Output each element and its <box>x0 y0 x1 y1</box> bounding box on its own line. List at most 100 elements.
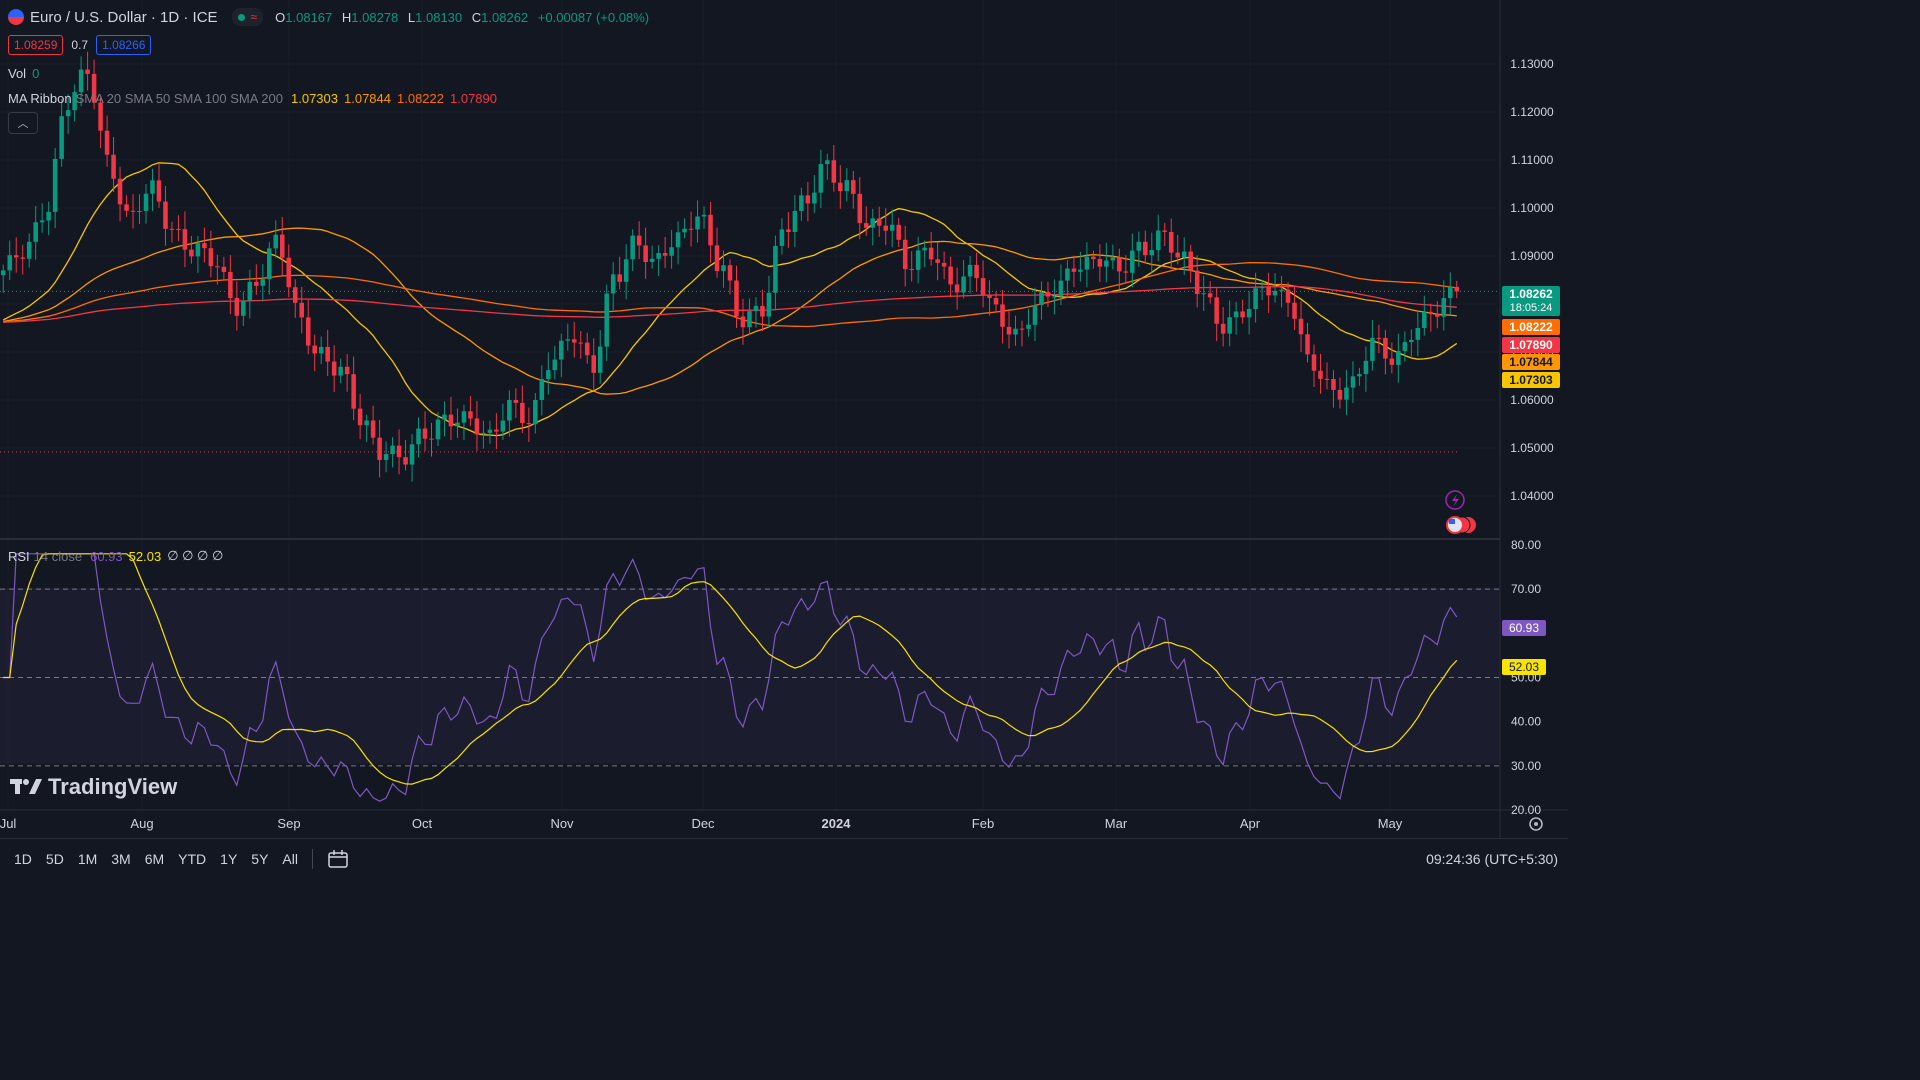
tradingview-logo[interactable]: TradingView <box>10 774 177 800</box>
candle <box>1441 280 1447 331</box>
rsi-band <box>0 588 1500 764</box>
market-status[interactable]: ≈ <box>231 8 264 26</box>
candle <box>682 218 687 239</box>
candle <box>902 225 908 287</box>
candle <box>52 147 58 229</box>
candle <box>163 186 168 246</box>
candle <box>234 281 240 331</box>
candle <box>974 252 979 292</box>
candle <box>494 413 499 450</box>
timeframe-all[interactable]: All <box>282 851 298 867</box>
price-tick: 1.09000 <box>1510 249 1554 263</box>
candle <box>831 145 837 192</box>
candle <box>1045 281 1051 308</box>
candle <box>805 181 811 222</box>
timeframe-3m[interactable]: 3M <box>111 851 131 867</box>
candle <box>513 388 519 418</box>
candle <box>552 345 558 380</box>
collapse-legend-button[interactable]: ︿ <box>8 112 38 134</box>
candle <box>150 168 155 211</box>
time-axis[interactable]: Jul Aug Sep Oct Nov Dec 2024 Feb Mar Apr May <box>0 816 1403 831</box>
candle <box>948 256 953 298</box>
bid-price[interactable]: 1.08259 <box>8 35 64 55</box>
timeframe-1m[interactable]: 1M <box>77 851 98 867</box>
calendar-date-range-icon[interactable] <box>327 849 349 869</box>
candle <box>792 195 798 248</box>
price-tick: 1.10000 <box>1510 201 1554 215</box>
candle <box>643 227 648 279</box>
timeframe-6m[interactable]: 6M <box>144 851 165 867</box>
time-tick: Mar <box>1105 816 1128 831</box>
time-tick: Oct <box>412 816 433 831</box>
ma-ribbon-values: 1.07303 1.07844 1.08222 1.07890 <box>291 91 503 106</box>
candle <box>1409 329 1414 357</box>
eu-us-flag-icon <box>8 9 24 25</box>
candle <box>1370 320 1375 371</box>
symbol-legend[interactable]: Euro / U.S. Dollar · 1D · ICE ≈ O1.08167… <box>8 8 655 26</box>
candle <box>1305 322 1310 363</box>
ma-value-0: 1.07303 <box>291 91 338 106</box>
candle <box>636 221 642 260</box>
candle <box>46 201 51 236</box>
candle <box>1117 248 1122 290</box>
candle <box>533 392 538 434</box>
candle <box>409 434 415 482</box>
candle <box>292 279 298 318</box>
rsi-legend[interactable]: RSI 14 close 60.93 52.03 ∅ ∅ ∅ ∅ <box>8 548 224 564</box>
candle <box>241 291 246 327</box>
candle <box>0 264 6 293</box>
timeframe-1d[interactable]: 1D <box>14 851 32 867</box>
candle <box>215 254 220 285</box>
candle <box>799 187 804 221</box>
timezone-clock[interactable]: 09:24:36 (UTC+5:30) <box>1426 851 1558 867</box>
candle <box>1058 264 1064 306</box>
candle <box>721 250 726 288</box>
ask-price[interactable]: 1.08266 <box>96 35 152 55</box>
candle <box>941 251 947 280</box>
candle <box>13 237 19 273</box>
ohlc-values: O1.08167 H1.08278 L1.08130 C1.08262 +0.0… <box>275 9 650 25</box>
symbol-title[interactable]: Euro / U.S. Dollar · 1D · ICE <box>30 8 218 26</box>
candle <box>91 59 97 110</box>
candle <box>189 235 194 264</box>
candle <box>1363 346 1369 392</box>
candle <box>455 408 460 439</box>
candle <box>137 194 142 225</box>
economic-events-flag-icon[interactable] <box>1446 516 1476 534</box>
rsi-level-lines <box>0 588 1500 767</box>
ma-ribbon-legend[interactable]: MA Ribbon SMA 20 SMA 50 SMA 100 SMA 200 … <box>8 91 503 106</box>
candle <box>1266 272 1271 313</box>
candle <box>630 229 635 271</box>
gear-icon[interactable] <box>1529 817 1543 831</box>
candle <box>370 405 376 445</box>
chart-canvas[interactable]: 1.130001.120001.110001.100001.090001.080… <box>0 0 1568 882</box>
candle <box>130 194 136 229</box>
candle <box>85 51 90 91</box>
candle <box>286 244 292 298</box>
timeframe-5y[interactable]: 5Y <box>251 851 269 867</box>
candle <box>701 206 707 229</box>
price-axis[interactable]: 1.130001.120001.110001.100001.090001.080… <box>1510 57 1554 503</box>
candle <box>7 240 13 281</box>
bottom-toolbar: 1D 5D 1M 3M 6M YTD 1Y 5Y All 09:24:36 (UTC+5:30) <box>0 838 1568 879</box>
timeframe-1y[interactable]: 1Y <box>220 851 238 867</box>
candle <box>1084 242 1090 288</box>
time-tick: Aug <box>130 816 153 831</box>
candle <box>928 232 934 266</box>
spread-value: 0.7 <box>71 38 89 52</box>
candle <box>65 94 71 134</box>
price-label-3: 1.07844 <box>1502 354 1560 370</box>
candle <box>863 206 869 236</box>
vol-legend[interactable]: Vol 0 <box>8 66 40 81</box>
candle <box>851 170 856 209</box>
candle <box>416 417 421 458</box>
lightning-icon[interactable] <box>1445 490 1465 510</box>
time-tick: Sep <box>277 816 300 831</box>
candle <box>1454 280 1460 299</box>
candle <box>279 216 285 276</box>
candle <box>357 393 363 440</box>
timeframe-5d[interactable]: 5D <box>45 851 64 867</box>
candlestick-series <box>0 51 1460 482</box>
timeframe-ytd[interactable]: YTD <box>178 851 207 867</box>
